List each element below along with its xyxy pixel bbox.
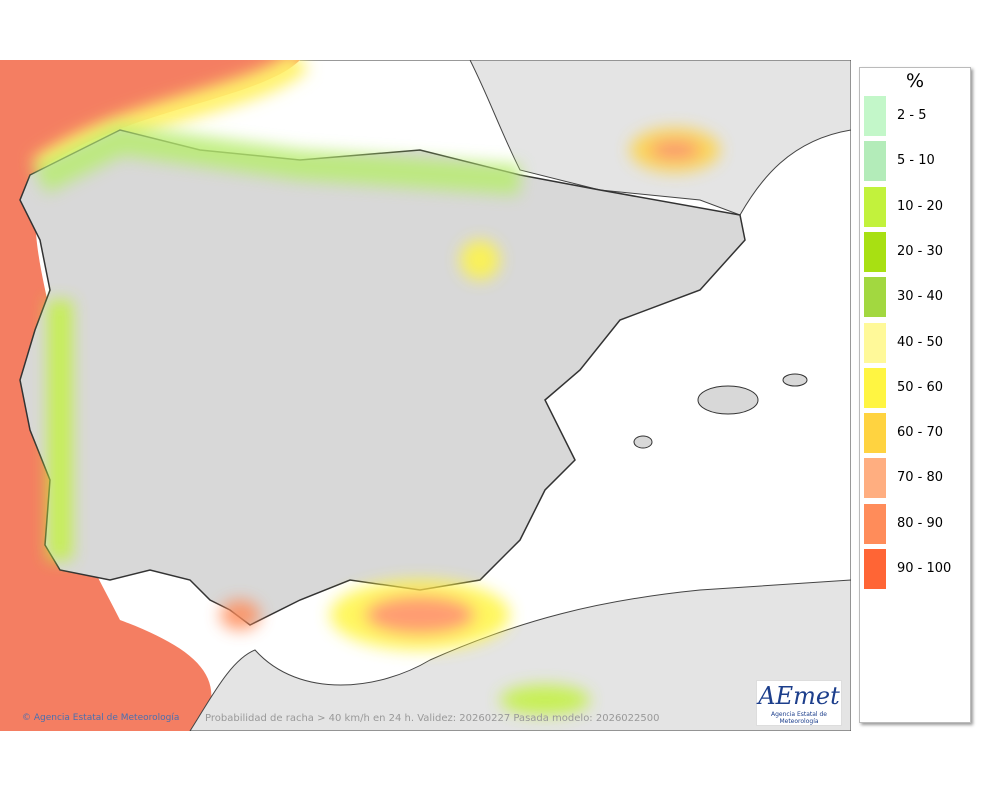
legend-item: 90 - 100 xyxy=(864,549,968,589)
legend-item: 20 - 30 xyxy=(864,231,968,272)
legend-label: 60 - 70 xyxy=(897,425,944,441)
legend-label: 40 - 50 xyxy=(897,334,944,350)
legend-label: 90 - 100 xyxy=(897,561,952,576)
legend-item: 30 - 40 xyxy=(864,277,968,318)
legend-label: 70 - 80 xyxy=(897,470,944,486)
legend-item: 60 - 70 xyxy=(864,413,968,454)
legend-title: % xyxy=(905,70,925,92)
legend-swatch xyxy=(864,277,886,318)
legend-label: 5 - 10 xyxy=(897,153,935,169)
legend-swatch xyxy=(864,367,886,408)
legend-label: 2 - 5 xyxy=(897,108,927,123)
legend-swatch xyxy=(864,413,886,454)
legend-item: 70 - 80 xyxy=(864,458,968,499)
legend-swatch xyxy=(864,231,886,272)
legend-swatch xyxy=(864,549,886,589)
legend-label: 80 - 90 xyxy=(897,515,944,531)
legend-swatch xyxy=(864,186,886,227)
caption: Probabilidad de racha > 40 km/h en 24 h.… xyxy=(205,713,660,724)
legend-swatch xyxy=(864,503,886,544)
legend-swatch xyxy=(864,322,886,363)
legend-item: 50 - 60 xyxy=(864,367,968,408)
logo: AEmet Agencia Estatal de Meteorología xyxy=(756,680,842,726)
legend-label: 20 - 30 xyxy=(897,243,944,259)
legend-label: 10 - 20 xyxy=(897,198,944,214)
legend-item: 2 - 5 xyxy=(864,96,968,136)
legend-item: 40 - 50 xyxy=(864,322,968,363)
legend-item: 80 - 90 xyxy=(864,503,968,544)
logo-subtitle: Agencia Estatal de Meteorología xyxy=(770,711,827,725)
legend-item: 10 - 20 xyxy=(864,186,968,227)
legend-item: 5 - 10 xyxy=(864,141,968,182)
legend-swatch xyxy=(864,96,886,136)
legend-label: 50 - 60 xyxy=(897,379,944,395)
map xyxy=(0,60,851,731)
legend-label: 30 - 40 xyxy=(897,289,944,305)
credit: © Agencia Estatal de Meteorología xyxy=(22,713,180,723)
logo-name: AEmet xyxy=(758,682,840,710)
legend-swatch xyxy=(864,458,886,499)
legend-swatch xyxy=(864,141,886,182)
legend: % 2 - 5 5 - 10 10 - 20 20 - 30 30 - 40 40 - 5… xyxy=(859,67,971,723)
